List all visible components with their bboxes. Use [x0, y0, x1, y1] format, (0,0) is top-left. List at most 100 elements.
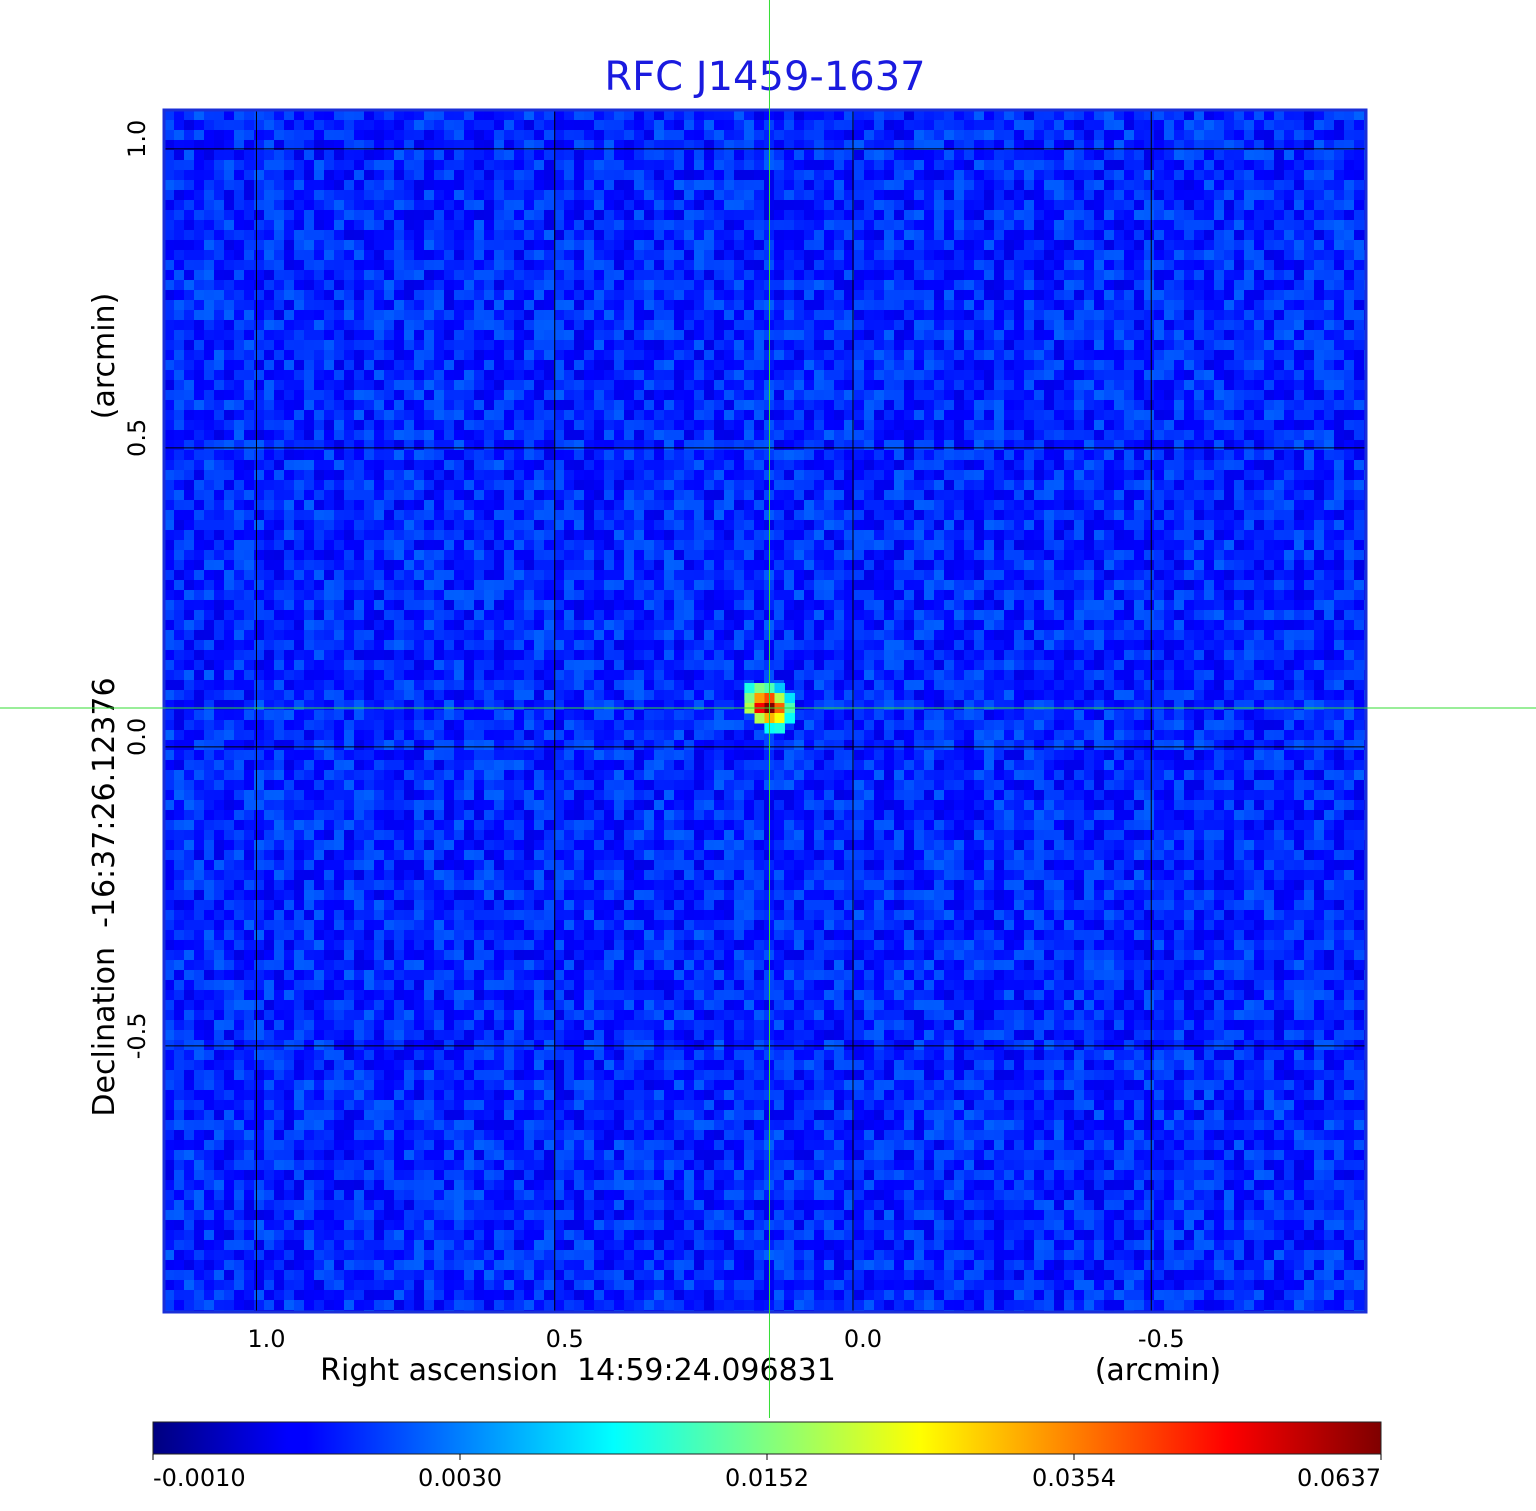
noise-pixel: [1334, 370, 1345, 381]
noise-pixel: [284, 270, 295, 281]
noise-pixel: [644, 200, 655, 211]
noise-pixel: [744, 380, 755, 391]
noise-pixel: [964, 370, 975, 381]
noise-pixel: [614, 460, 625, 471]
noise-pixel: [784, 160, 795, 171]
noise-pixel: [1064, 270, 1075, 281]
noise-pixel: [844, 490, 855, 501]
noise-pixel: [754, 220, 765, 231]
noise-pixel: [874, 250, 885, 261]
noise-pixel: [624, 310, 635, 321]
noise-pixel: [1164, 200, 1175, 211]
noise-pixel: [1014, 430, 1025, 441]
noise-pixel: [1274, 170, 1285, 181]
noise-pixel: [584, 240, 595, 251]
noise-pixel: [1244, 200, 1255, 211]
noise-pixel: [1224, 480, 1235, 491]
noise-pixel: [194, 170, 205, 181]
noise-pixel: [924, 300, 935, 311]
noise-pixel: [504, 310, 515, 321]
noise-pixel: [1284, 310, 1295, 321]
noise-pixel: [1064, 490, 1075, 501]
noise-pixel: [254, 420, 265, 431]
noise-pixel: [674, 490, 685, 501]
noise-pixel: [804, 350, 815, 361]
noise-pixel: [734, 340, 745, 351]
noise-pixel: [244, 200, 255, 211]
noise-pixel: [284, 260, 295, 271]
noise-pixel: [844, 380, 855, 391]
noise-pixel: [724, 390, 735, 401]
noise-pixel: [1104, 210, 1115, 221]
noise-pixel: [284, 350, 295, 361]
noise-pixel: [224, 430, 235, 441]
noise-pixel: [654, 320, 665, 331]
noise-pixel: [344, 520, 355, 531]
noise-pixel: [464, 140, 475, 151]
noise-pixel: [714, 310, 725, 321]
noise-pixel: [674, 510, 685, 521]
noise-pixel: [624, 300, 635, 311]
noise-pixel: [544, 280, 555, 291]
noise-pixel: [504, 470, 515, 481]
noise-pixel: [1304, 150, 1315, 161]
noise-pixel: [594, 240, 605, 251]
noise-pixel: [474, 370, 485, 381]
noise-pixel: [264, 340, 275, 351]
noise-pixel: [1034, 130, 1045, 141]
noise-pixel: [914, 310, 925, 321]
noise-pixel: [1154, 420, 1165, 431]
noise-pixel: [744, 280, 755, 291]
noise-pixel: [874, 490, 885, 501]
noise-pixel: [184, 420, 195, 431]
noise-pixel: [504, 240, 515, 251]
noise-pixel: [264, 440, 275, 451]
noise-pixel: [854, 220, 865, 231]
noise-pixel: [994, 410, 1005, 421]
noise-pixel: [1104, 430, 1115, 441]
noise-pixel: [404, 240, 415, 251]
noise-pixel: [234, 150, 245, 161]
noise-pixel: [1034, 310, 1045, 321]
noise-pixel: [484, 480, 495, 491]
noise-pixel: [1294, 180, 1305, 191]
noise-pixel: [174, 220, 185, 231]
noise-pixel: [484, 490, 495, 501]
noise-pixel: [434, 410, 445, 421]
noise-pixel: [994, 270, 1005, 281]
noise-pixel: [544, 490, 555, 501]
noise-pixel: [1014, 450, 1025, 461]
noise-pixel: [1074, 290, 1085, 301]
noise-pixel: [604, 200, 615, 211]
noise-pixel: [744, 450, 755, 461]
noise-pixel: [634, 410, 645, 421]
noise-pixel: [934, 330, 945, 341]
noise-pixel: [904, 330, 915, 341]
noise-pixel: [254, 200, 265, 211]
noise-pixel: [704, 350, 715, 361]
noise-pixel: [394, 370, 405, 381]
noise-pixel: [1354, 140, 1365, 151]
noise-pixel: [964, 120, 975, 131]
noise-pixel: [194, 380, 205, 391]
noise-pixel: [1124, 470, 1135, 481]
noise-pixel: [254, 220, 265, 231]
noise-pixel: [604, 350, 615, 361]
noise-pixel: [384, 130, 395, 141]
noise-pixel: [1154, 340, 1165, 351]
noise-pixel: [824, 240, 835, 251]
noise-pixel: [424, 140, 435, 151]
noise-pixel: [614, 220, 625, 231]
noise-pixel: [264, 380, 275, 391]
noise-pixel: [1044, 510, 1055, 521]
noise-pixel: [1034, 410, 1045, 421]
noise-pixel: [594, 400, 605, 411]
noise-pixel: [1084, 480, 1095, 491]
noise-pixel: [1234, 370, 1245, 381]
noise-pixel: [1224, 320, 1235, 331]
noise-pixel: [584, 130, 595, 141]
noise-pixel: [674, 110, 685, 121]
noise-pixel: [484, 140, 495, 151]
noise-pixel: [504, 410, 515, 421]
noise-pixel: [1124, 500, 1135, 511]
